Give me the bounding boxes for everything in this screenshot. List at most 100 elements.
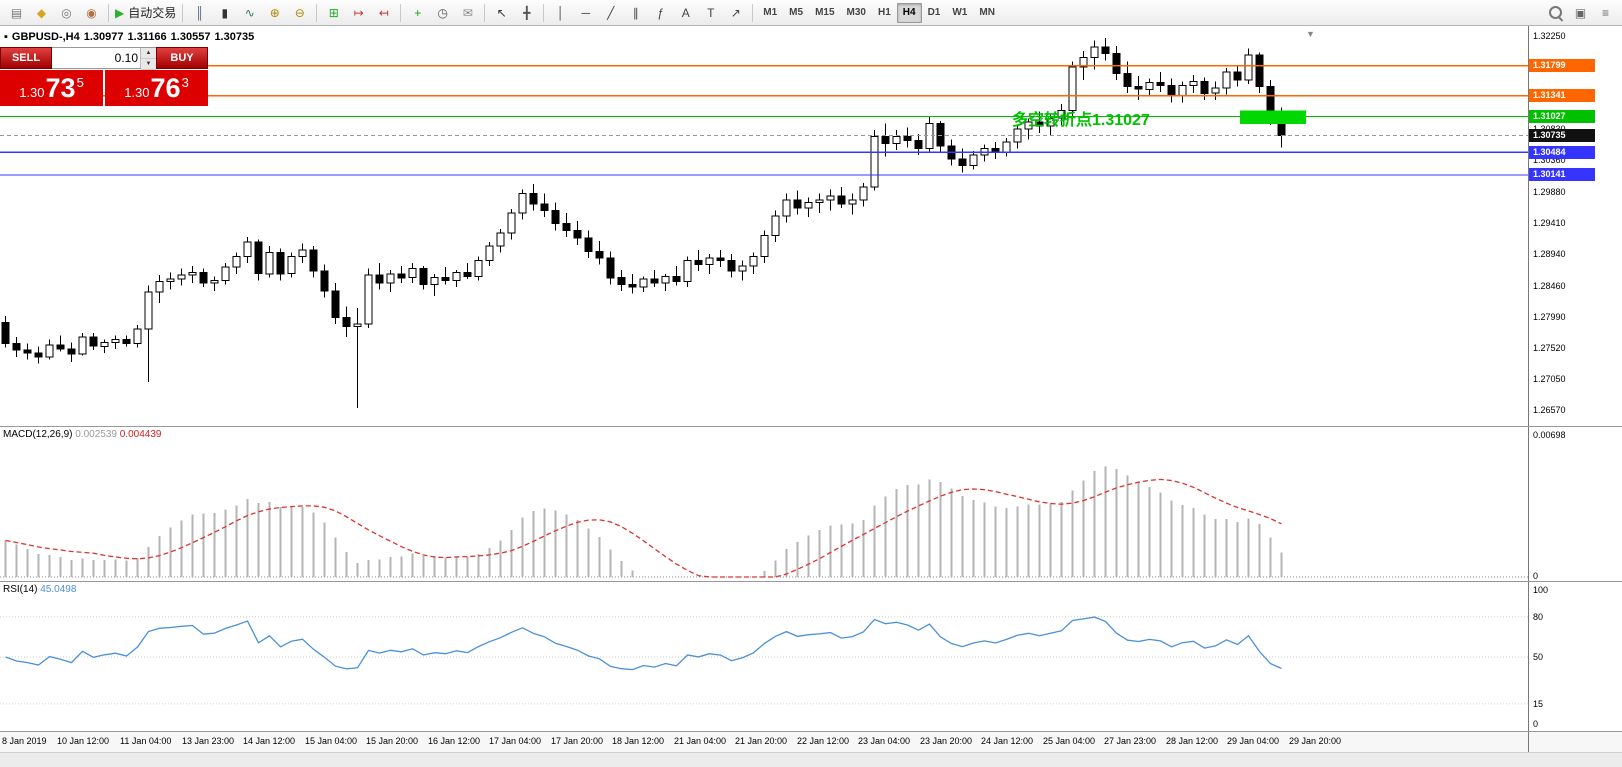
candlestick-chart[interactable]: ▪ GBPUSD-,H4 1.30977 1.31166 1.30557 1.30735 … xyxy=(0,26,1528,426)
timeframe-mn[interactable]: MN xyxy=(979,7,995,18)
search-icon[interactable] xyxy=(1544,2,1567,24)
sound-icon[interactable]: ◉ xyxy=(80,2,103,24)
rsi-svg xyxy=(0,616,1528,705)
price-level-badge: 1.30141 xyxy=(1529,168,1595,181)
macd-panel: MACD(12,26,9) 0.002539 0.004439 0.00698 0 xyxy=(0,426,1622,581)
rsi-panel: RSI(14) 45.0498 100 80 50 15 0 xyxy=(0,581,1622,731)
zoom-out-icon: ⊖ xyxy=(294,5,305,20)
templates-icon: ✉ xyxy=(462,5,473,20)
timeframe-m30[interactable]: M30 xyxy=(846,7,866,18)
line-chart-icon: ∿ xyxy=(244,5,255,20)
crosshair-icon: ╋ xyxy=(523,5,531,20)
text-icon: A xyxy=(681,5,690,20)
arrows-icon[interactable]: ↗ xyxy=(724,2,747,24)
time-axis-label: 29 Jan 20:00 xyxy=(1289,736,1342,746)
buy-button[interactable]: BUY xyxy=(156,47,208,69)
volume-decrease-button[interactable]: ▼ xyxy=(141,59,156,70)
window-list-icon[interactable]: ≡ xyxy=(1594,2,1617,24)
new-window-icon[interactable]: ▣ xyxy=(1569,2,1592,24)
indicators-icon: + xyxy=(414,5,422,20)
rsi-title: RSI(14) 45.0498 xyxy=(3,584,76,595)
terminal-icon[interactable]: ▤ xyxy=(5,2,28,24)
horizontal-line-icon[interactable]: ─ xyxy=(574,2,597,24)
volume-box: ▲ ▼ xyxy=(52,47,156,70)
ohlc-high: 1.31166 xyxy=(127,31,167,43)
price-scale[interactable]: 1.322501.308301.303601.298801.294101.289… xyxy=(1528,26,1622,426)
templates-icon[interactable]: ✉ xyxy=(456,2,479,24)
macd-plot[interactable]: MACD(12,26,9) 0.002539 0.004439 xyxy=(0,427,1528,581)
timeframe-h4[interactable]: H4 xyxy=(896,2,922,23)
timeframe-m1[interactable]: M1 xyxy=(763,7,778,18)
price-tick-label: 1.30360 xyxy=(1533,155,1566,165)
trendline-icon[interactable]: ╱ xyxy=(599,2,622,24)
timeframe-m15[interactable]: M15 xyxy=(815,7,835,18)
magnifier-glass xyxy=(1549,6,1562,19)
buy-price-display[interactable]: 1.30 76 3 xyxy=(105,70,208,106)
current-price-badge: 1.30735 xyxy=(1529,129,1595,142)
rsi-scale-label: 0 xyxy=(1533,719,1539,729)
price-level-badge: 1.30484 xyxy=(1529,146,1595,159)
scroll-end-marker: ▼ xyxy=(1306,29,1315,39)
auto-scroll-icon[interactable]: ↦ xyxy=(347,2,370,24)
time-axis-label: 18 Jan 12:00 xyxy=(612,736,665,746)
volume-input[interactable] xyxy=(52,48,140,68)
sell-button[interactable]: SELL xyxy=(0,47,52,69)
text-label-icon[interactable]: T xyxy=(699,2,722,24)
rsi-scale-label: 100 xyxy=(1533,585,1549,595)
candlestick-chart-icon[interactable]: ▮ xyxy=(213,2,236,24)
time-axis-label: 24 Jan 12:00 xyxy=(981,736,1034,746)
timeframe-d1[interactable]: D1 xyxy=(927,7,941,18)
bar-chart-icon[interactable]: ║ xyxy=(188,2,211,24)
trendline-icon: ╱ xyxy=(607,5,615,20)
time-axis-label: 11 Jan 04:00 xyxy=(120,736,172,746)
equidistant-channel-icon[interactable]: ∥ xyxy=(624,2,647,24)
sound-icon: ◉ xyxy=(86,5,97,20)
price-tick-label: 1.32250 xyxy=(1533,31,1566,41)
price-tick-label: 1.27050 xyxy=(1533,374,1566,384)
candles-svg xyxy=(0,37,1528,409)
panel-divider[interactable] xyxy=(0,729,1622,732)
auto-scroll-icon: ↦ xyxy=(353,5,364,20)
sell-price-prefix: 1.30 xyxy=(19,84,45,100)
panel-divider[interactable] xyxy=(0,579,1622,582)
terminal-icon: ▤ xyxy=(10,5,23,20)
crosshair-icon[interactable]: ╋ xyxy=(515,2,538,24)
volume-spinner: ▲ ▼ xyxy=(140,48,156,70)
fibonacci-icon: ƒ xyxy=(657,5,665,20)
panel-divider[interactable] xyxy=(0,424,1622,427)
ohlc-close: 1.30735 xyxy=(214,31,255,43)
rsi-plot[interactable]: RSI(14) 45.0498 xyxy=(0,582,1528,731)
cursor-icon[interactable]: ↖ xyxy=(490,2,513,24)
line-chart-icon[interactable]: ∿ xyxy=(238,2,261,24)
profiles-icon[interactable]: ◎ xyxy=(55,2,78,24)
autotrading-button[interactable]: ▶ 自动交易 xyxy=(114,2,177,24)
fibonacci-icon[interactable]: ƒ xyxy=(649,2,672,24)
volume-increase-button[interactable]: ▲ xyxy=(141,48,156,59)
indicators-icon[interactable]: + xyxy=(406,2,429,24)
zoom-in-icon[interactable]: ⊕ xyxy=(263,2,286,24)
price-tick-label: 1.27990 xyxy=(1533,312,1566,322)
chart-shift-icon[interactable]: ↤ xyxy=(372,2,395,24)
time-axis-label: 28 Jan 12:00 xyxy=(1166,736,1219,746)
text-icon[interactable]: A xyxy=(674,2,697,24)
new-chart-icon[interactable]: ◆ xyxy=(30,2,53,24)
tile-windows-icon[interactable]: ⊞ xyxy=(322,2,345,24)
autotrading-button: ▶ xyxy=(115,5,125,20)
sell-price-display[interactable]: 1.30 73 5 xyxy=(0,70,103,106)
timeframe-m5[interactable]: M5 xyxy=(789,7,804,18)
buy-price-big: 76 xyxy=(150,72,181,103)
periods-icon[interactable]: ◷ xyxy=(431,2,454,24)
vertical-line-icon[interactable]: │ xyxy=(549,2,572,24)
time-axis-label: 22 Jan 12:00 xyxy=(797,736,850,746)
zoom-out-icon[interactable]: ⊖ xyxy=(288,2,311,24)
time-axis-corner xyxy=(1528,732,1622,752)
time-axis-label: 10 Jan 12:00 xyxy=(57,736,110,746)
chart-annotation-text[interactable]: 多空转折点1.31027 xyxy=(1012,112,1150,129)
time-axis[interactable]: 8 Jan 2019 10 Jan 12:00 11 Jan 04:00 13 Jan… xyxy=(0,731,1622,752)
timeframe-h1[interactable]: H1 xyxy=(877,7,891,18)
rsi-scale-label: 80 xyxy=(1533,612,1544,622)
timeframe-w1[interactable]: W1 xyxy=(952,7,968,18)
time-axis-label: 17 Jan 20:00 xyxy=(551,736,604,746)
chart-shift-icon: ↤ xyxy=(378,5,389,20)
